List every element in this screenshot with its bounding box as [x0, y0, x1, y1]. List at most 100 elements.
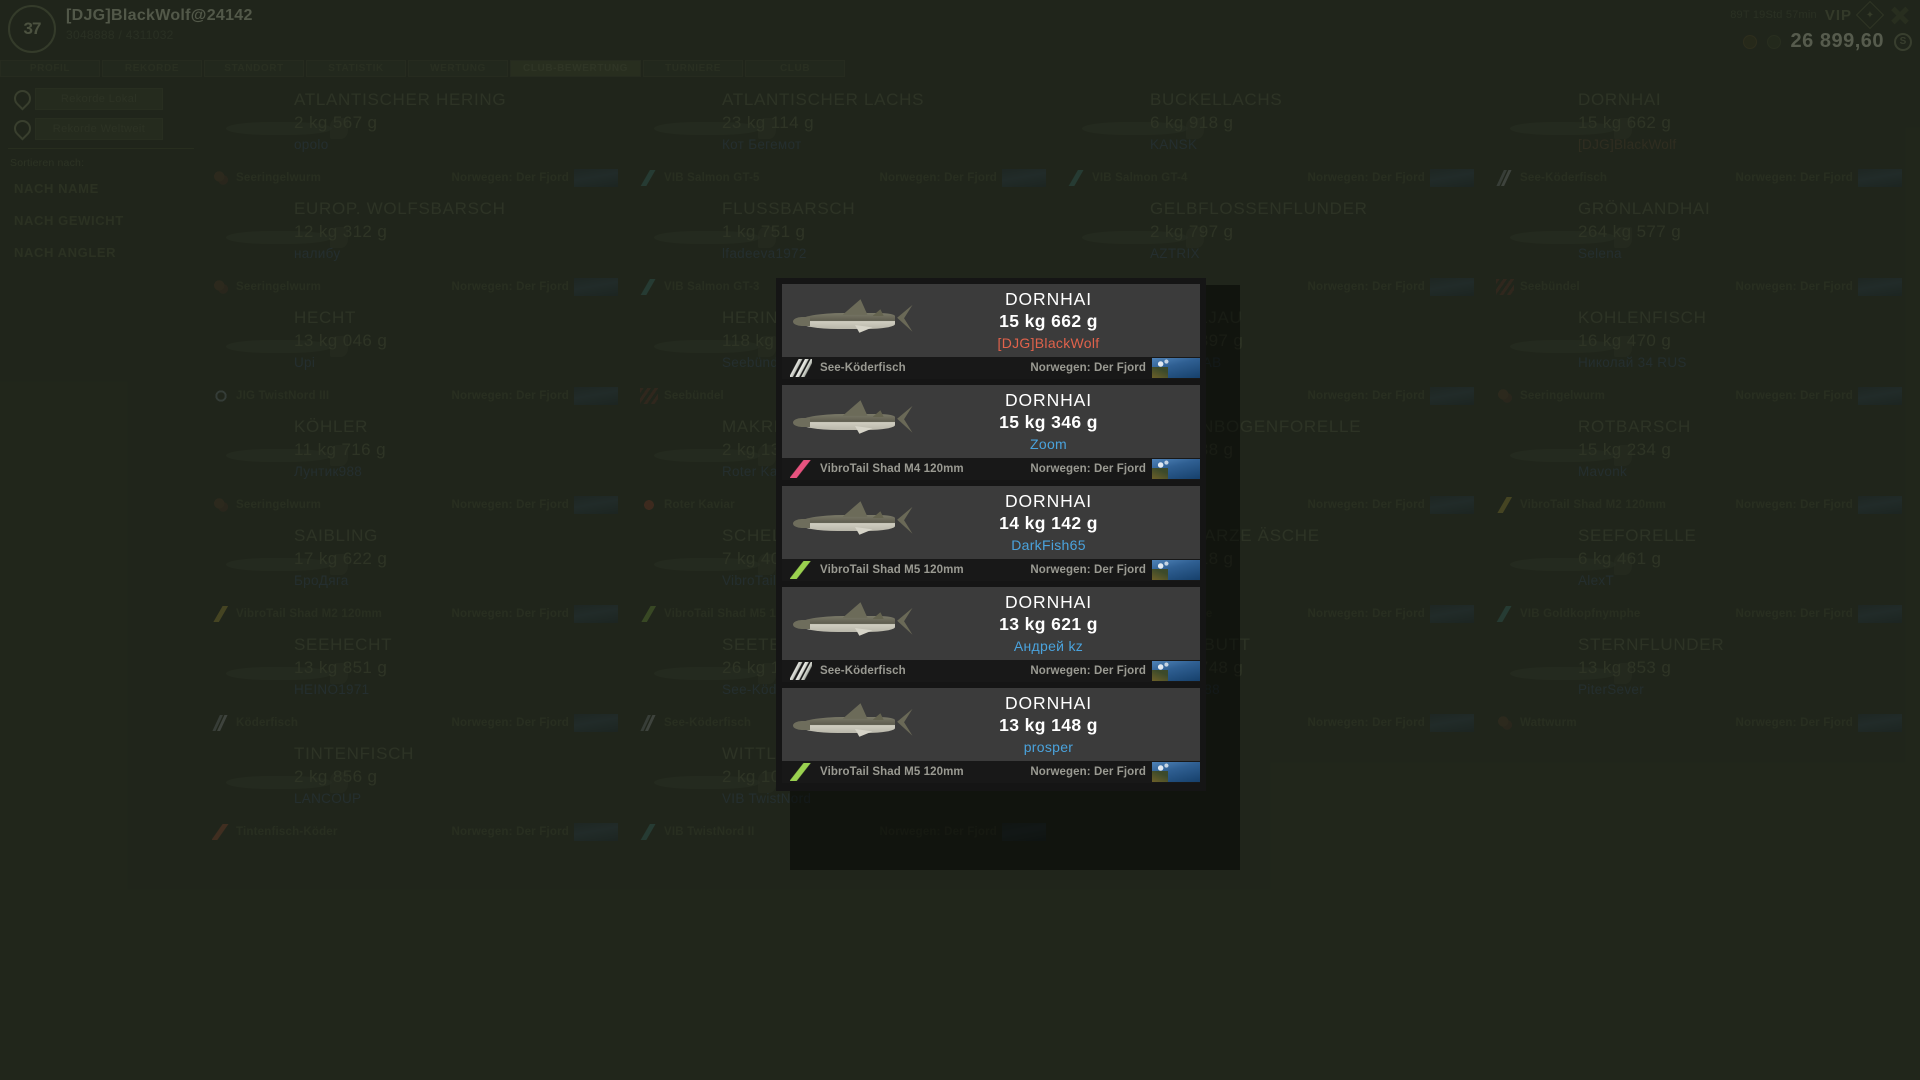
location-name: Norwegen: Der Fjord [1307, 608, 1425, 620]
tab-rekorde[interactable]: REKORDE [102, 60, 202, 77]
record-card-footer: Seebündel Norwegen: Der Fjord [1492, 276, 1910, 298]
fish-angler: opolo [294, 137, 329, 152]
location-thumbnail-icon [574, 714, 618, 732]
modal-record-row[interactable]: DORNHAI 15 kg 662 g [DJG]BlackWolf See-Köde… [782, 284, 1200, 379]
record-card[interactable]: SEEFORELLE 6 kg 461 g AlexT VIB Goldkopfnym… [1492, 522, 1920, 631]
gold-coin-icon [1742, 34, 1757, 49]
record-card[interactable]: ROTBARSCH 15 kg 234 g Mavonk VibroTail Shad… [1492, 413, 1920, 522]
record-card[interactable]: KÖHLER 11 kg 716 g Лунтик988 Seeringelwurm N… [208, 413, 636, 522]
fish-weight: 6 kg 918 g [1150, 113, 1234, 132]
record-card[interactable]: KOHLENFISCH 16 kg 470 g Николай 34 RUS Seer… [1492, 304, 1920, 413]
sort-option-nach-gewicht[interactable]: NACH GEWICHT [14, 213, 124, 228]
bait-icon [640, 279, 658, 295]
location-name: Norwegen: Der Fjord [451, 172, 569, 184]
fish-name: KÖHLER [294, 417, 369, 436]
close-icon[interactable] [1888, 3, 1912, 27]
record-card[interactable]: ATLANTISCHER HERING 2 kg 567 g opolo Seerin… [208, 86, 636, 195]
fish-name: FLUSSBARSCH [722, 199, 856, 218]
record-card-footer: Seeringelwurm Norwegen: Der Fjord [208, 494, 626, 516]
fish-angler: Selena [1578, 246, 1622, 261]
record-card[interactable]: SAIBLING 17 kg 622 g БроДяга VibroTail Shad… [208, 522, 636, 631]
bait-icon [640, 497, 658, 513]
location-thumbnail-icon [1858, 714, 1902, 732]
top-header: 37 [DJG]BlackWolf@24142 3048888 / 431103… [0, 0, 1920, 58]
fish-name: DORNHAI [1005, 491, 1092, 511]
fish-weight: 1 kg 751 g [722, 222, 806, 241]
record-card[interactable]: BUCKELLACHS 6 kg 918 g KANSK VIB Salmon GT-… [1064, 86, 1492, 195]
location-name: Norwegen: Der Fjord [879, 172, 997, 184]
fish-weight: 23 kg 114 g [722, 113, 814, 132]
record-card[interactable]: DORNHAI 15 kg 662 g [DJG]BlackWolf See-Köde… [1492, 86, 1920, 195]
currency-icon: S [1894, 32, 1912, 51]
map-pin-icon [14, 90, 27, 108]
fish-name: TINTENFISCH [294, 744, 415, 763]
sidebar-row-0: Rekorde Lokal [0, 88, 200, 110]
location-name: Norwegen: Der Fjord [451, 717, 569, 729]
sort-options[interactable]: NACH NAME NACH GEWICHT NACH ANGLER [0, 181, 200, 260]
bait-icon [1496, 388, 1514, 404]
tab-profil[interactable]: PROFIL [0, 60, 100, 77]
currency-area: 26 899,60 S [1742, 30, 1912, 53]
fish-angler: prosper [1023, 739, 1074, 755]
main-tabs[interactable]: PROFIL REKORDE STANDORT STATISTIK WERTUNG CLU… [0, 60, 846, 77]
bait-icon [640, 715, 658, 731]
record-card-footer: VIB Salmon GT-5 Norwegen: Der Fjord [636, 167, 1054, 189]
location-thumbnail-icon [574, 387, 618, 405]
shark-image [790, 596, 915, 652]
record-card[interactable]: EUROP. WOLFSBARSCH 12 kg 312 g налибу Seeri… [208, 195, 636, 304]
fish-angler: [DJG]BlackWolf [997, 335, 1100, 351]
fish-weight: 15 kg 346 g [999, 412, 1098, 432]
tab-turniere[interactable]: TURNIERE [643, 60, 744, 77]
record-card[interactable]: STERNFLUNDER 13 kg 853 g PiterSever Wattwur… [1492, 631, 1920, 740]
record-card[interactable]: GRÖNLANDHAI 264 kg 577 g Selena Seebündel No… [1492, 195, 1920, 304]
location-thumbnail-icon [1002, 169, 1046, 187]
bait-icon [640, 606, 658, 622]
tab-statistik[interactable]: STATISTIK [306, 60, 406, 77]
location-thumbnail-icon [1430, 714, 1474, 732]
modal-record-row[interactable]: DORNHAI 14 kg 142 g DarkFish65 VibroTail Sh… [782, 486, 1200, 581]
fish-angler: Mavonk [1578, 464, 1628, 479]
bait-name: Seeringelwurm [236, 499, 322, 511]
modal-row-footer: VibroTail Shad M4 120mm Norwegen: Der Fjo… [782, 458, 1200, 480]
modal-record-row[interactable]: DORNHAI 15 kg 346 g Zoom VibroTail Shad M4 … [782, 385, 1200, 480]
modal-record-row[interactable]: DORNHAI 13 kg 148 g prosper VibroTail Shad … [782, 688, 1200, 783]
sort-option-nach-name[interactable]: NACH NAME [14, 181, 99, 196]
sidebar-row-1: Rekorde Weltweit [0, 118, 200, 140]
modal-row-main: DORNHAI 13 kg 148 g prosper [782, 688, 1200, 761]
bait-name: Seeringelwurm [236, 281, 322, 293]
fish-angler: VibroTail [722, 573, 777, 588]
sort-option-nach-angler[interactable]: NACH ANGLER [14, 245, 117, 260]
avatar[interactable]: 37 [8, 5, 56, 53]
bait-icon [212, 279, 230, 295]
location-name: Norwegen: Der Fjord [1030, 463, 1146, 475]
location-name: Norwegen: Der Fjord [1735, 281, 1853, 293]
location-name: Norwegen: Der Fjord [1735, 390, 1853, 402]
record-card[interactable]: ATLANTISCHER LACHS 23 kg 114 g Кот Бегемот… [636, 86, 1064, 195]
player-xp: 3048888 / 4311032 [66, 28, 174, 42]
tab-club[interactable]: CLUB [745, 60, 846, 77]
bait-icon [790, 662, 812, 680]
record-card[interactable]: SEEHECHT 13 kg 851 g HEINO1971 Köderfisch No… [208, 631, 636, 740]
bait-icon [640, 824, 658, 840]
fish-name: GELBFLOSSENFLUNDER [1150, 199, 1368, 218]
bait-icon [640, 388, 658, 404]
tab-wertung[interactable]: WERTUNG [408, 60, 508, 77]
record-card [1492, 740, 1920, 849]
bait-name: See-Köderfisch [1520, 172, 1608, 184]
modal-record-row[interactable]: DORNHAI 13 kg 621 g Андрей kz See-Köderfisc… [782, 587, 1200, 682]
fish-angler: KANSK [1150, 137, 1198, 152]
location-name: Norwegen: Der Fjord [1307, 390, 1425, 402]
sidebar-button-1[interactable]: Rekorde Weltweit [35, 118, 163, 140]
vip-gem-icon[interactable] [1855, 0, 1885, 30]
location-thumbnail-icon [574, 496, 618, 514]
sidebar-buttons: Rekorde Lokal Rekorde Weltweit [0, 88, 200, 140]
location-name: Norwegen: Der Fjord [1030, 665, 1146, 677]
tab-standort[interactable]: STANDORT [204, 60, 304, 77]
record-card[interactable]: HECHT 13 kg 046 g Upi JIG TwistNord III Norw… [208, 304, 636, 413]
tab-club-bewertung[interactable]: CLUB-BEWERTUNG [510, 60, 642, 77]
map-pin-icon [14, 120, 27, 138]
silver-coin-icon [1766, 34, 1781, 49]
sidebar-button-0[interactable]: Rekorde Lokal [35, 88, 163, 110]
record-card[interactable]: TINTENFISCH 2 kg 856 g LANCOUP Tintenfisch-… [208, 740, 636, 849]
fish-name: HECHT [294, 308, 357, 327]
